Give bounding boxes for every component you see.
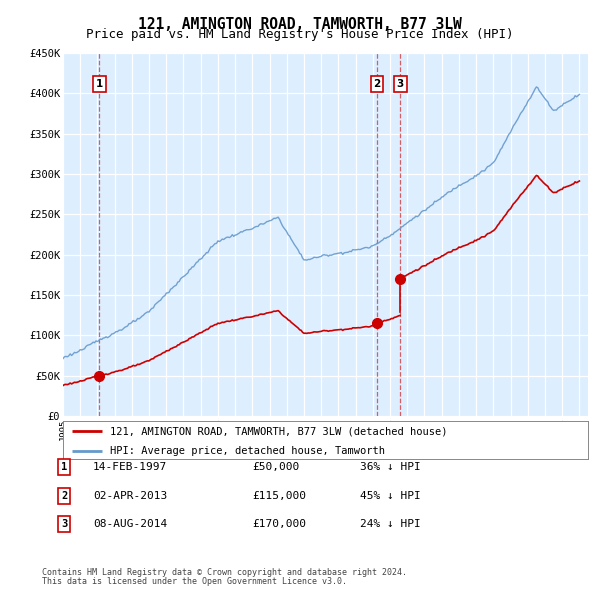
Text: 3: 3	[61, 519, 67, 529]
Text: 1: 1	[61, 463, 67, 472]
Text: This data is licensed under the Open Government Licence v3.0.: This data is licensed under the Open Gov…	[42, 577, 347, 586]
Text: 1: 1	[96, 79, 103, 89]
Text: 121, AMINGTON ROAD, TAMWORTH, B77 3LW: 121, AMINGTON ROAD, TAMWORTH, B77 3LW	[138, 17, 462, 31]
Text: Price paid vs. HM Land Registry's House Price Index (HPI): Price paid vs. HM Land Registry's House …	[86, 28, 514, 41]
Text: £170,000: £170,000	[252, 519, 306, 529]
Text: 08-AUG-2014: 08-AUG-2014	[93, 519, 167, 529]
Text: 45% ↓ HPI: 45% ↓ HPI	[360, 491, 421, 500]
Text: 02-APR-2013: 02-APR-2013	[93, 491, 167, 500]
Text: £50,000: £50,000	[252, 463, 299, 472]
Text: 121, AMINGTON ROAD, TAMWORTH, B77 3LW (detached house): 121, AMINGTON ROAD, TAMWORTH, B77 3LW (d…	[110, 427, 448, 437]
Text: HPI: Average price, detached house, Tamworth: HPI: Average price, detached house, Tamw…	[110, 445, 385, 455]
Text: 14-FEB-1997: 14-FEB-1997	[93, 463, 167, 472]
Text: 3: 3	[397, 79, 404, 89]
Text: 24% ↓ HPI: 24% ↓ HPI	[360, 519, 421, 529]
Text: 2: 2	[374, 79, 381, 89]
Text: 36% ↓ HPI: 36% ↓ HPI	[360, 463, 421, 472]
Text: 2: 2	[61, 491, 67, 500]
Text: £115,000: £115,000	[252, 491, 306, 500]
Text: Contains HM Land Registry data © Crown copyright and database right 2024.: Contains HM Land Registry data © Crown c…	[42, 568, 407, 577]
